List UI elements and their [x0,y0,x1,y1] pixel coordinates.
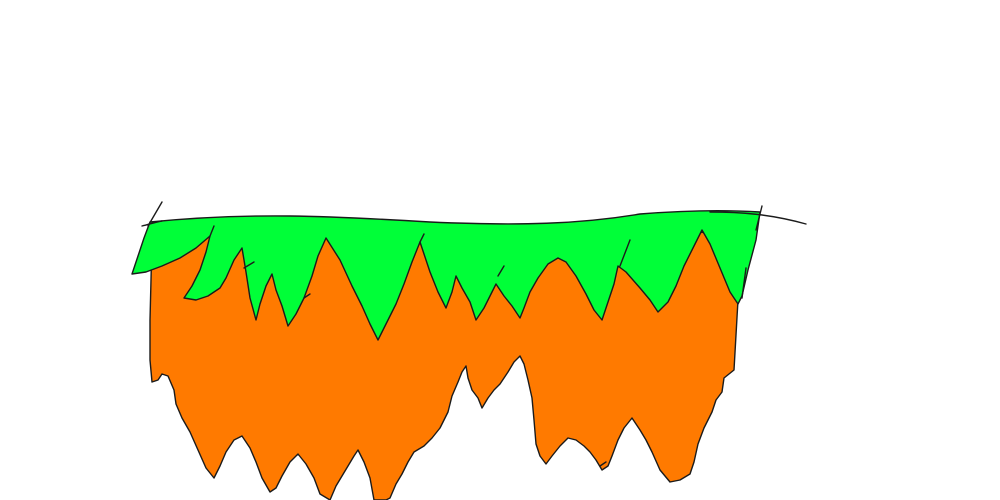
sketch-stroke-right-lower [741,267,747,299]
sketch-stroke-left [147,201,163,227]
grass-cap [131,210,761,341]
sketch-line-top-right [709,211,807,225]
sketch-stroke-mid-6 [497,265,505,277]
sketch-stroke-mid-2 [419,233,425,243]
sketch-stroke-right [755,205,763,231]
sketch-stroke-mid-5 [619,239,631,267]
sketch-stroke-mid-4 [243,261,255,269]
sketch-line-top-left [141,220,163,227]
sketch-stroke-drip [599,461,607,467]
sketch-stroke-mid-3 [303,293,311,299]
sketch-stroke-mid-1 [209,225,215,237]
